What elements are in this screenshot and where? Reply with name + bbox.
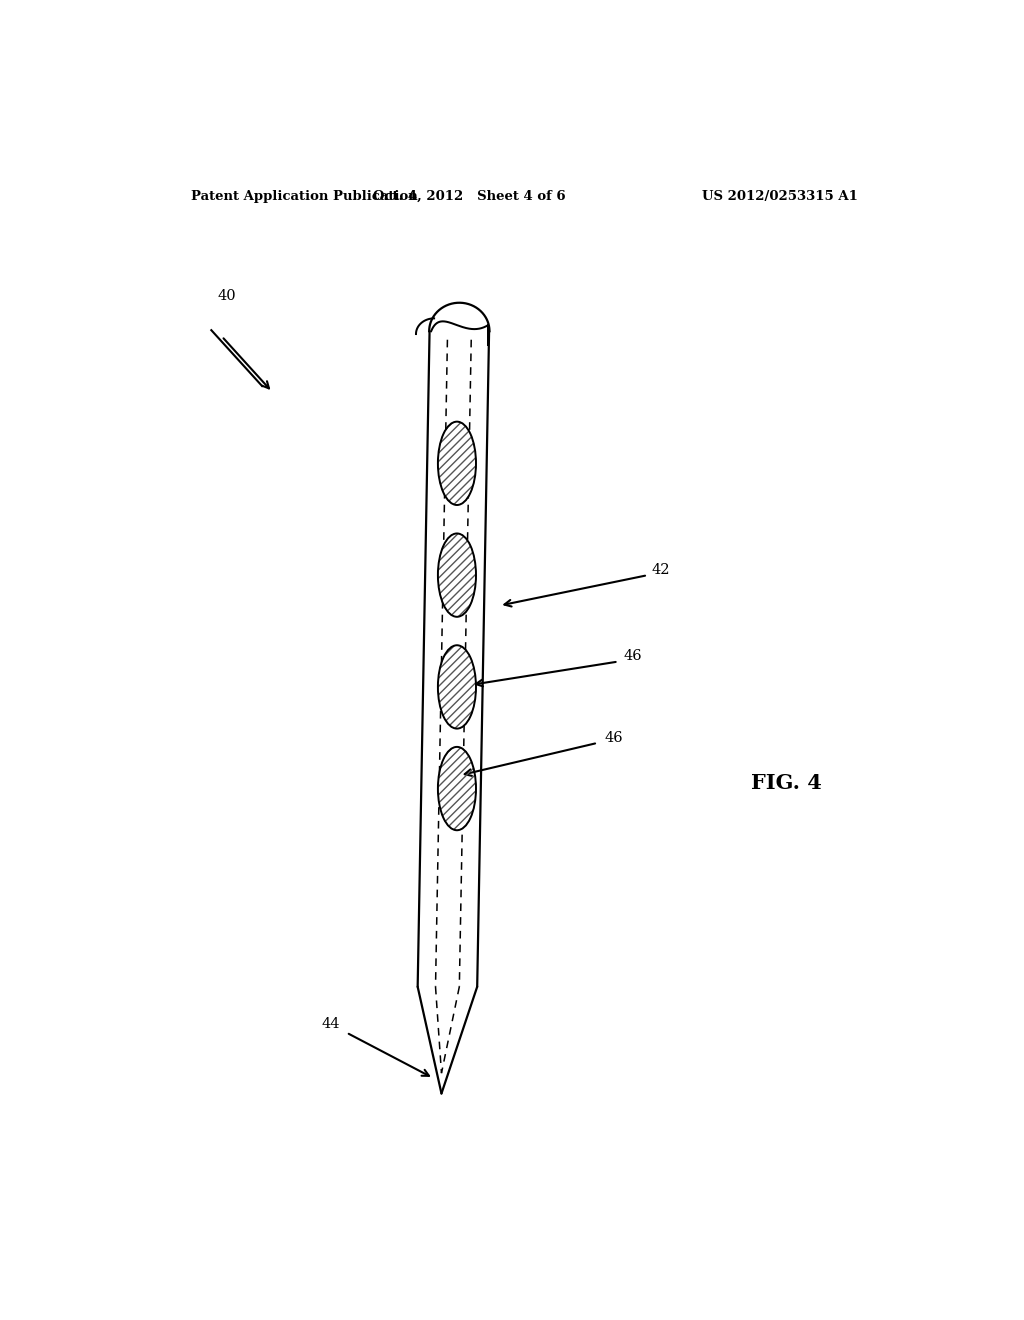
Text: Oct. 4, 2012   Sheet 4 of 6: Oct. 4, 2012 Sheet 4 of 6 xyxy=(373,190,565,202)
Text: 46: 46 xyxy=(604,731,623,744)
Ellipse shape xyxy=(438,747,476,830)
Text: Patent Application Publication: Patent Application Publication xyxy=(191,190,418,202)
Text: 40: 40 xyxy=(218,289,237,302)
Text: US 2012/0253315 A1: US 2012/0253315 A1 xyxy=(702,190,858,202)
Text: 44: 44 xyxy=(322,1018,340,1031)
Ellipse shape xyxy=(438,645,476,729)
Ellipse shape xyxy=(438,533,476,616)
Text: 46: 46 xyxy=(624,649,643,664)
Text: 42: 42 xyxy=(652,564,671,577)
Text: FIG. 4: FIG. 4 xyxy=(752,774,822,793)
Ellipse shape xyxy=(438,421,476,506)
